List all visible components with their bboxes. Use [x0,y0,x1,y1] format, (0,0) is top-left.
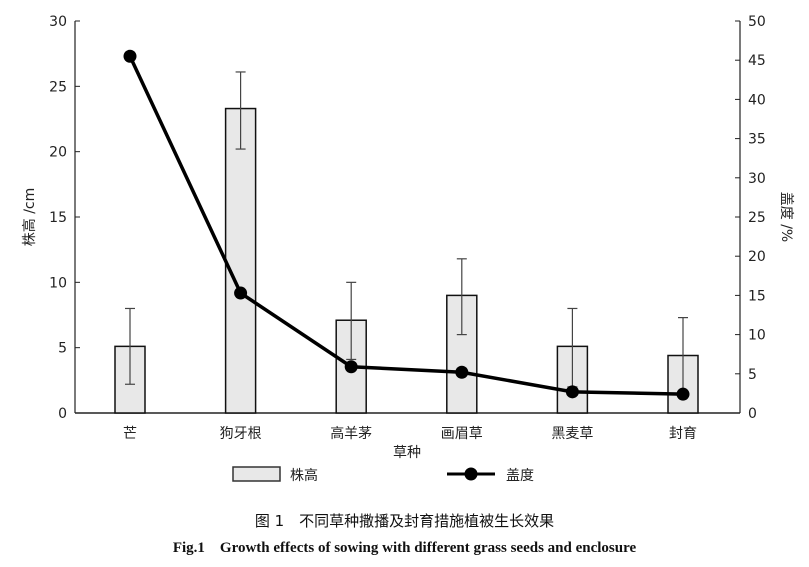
legend-line-marker [464,467,478,481]
y-right-tick-label: 45 [748,53,766,69]
x-tick-label: 封育 [669,426,697,442]
y-left-tick-label: 5 [58,341,67,357]
caption-chinese: 图 1 不同草种撒播及封育措施植被生长效果 [254,512,555,530]
y-right-tick-label: 15 [748,288,766,304]
y-left-tick-label: 25 [49,79,67,95]
y-right-tick-label: 35 [748,132,766,148]
y-right-tick-label: 30 [748,171,766,187]
line-point-高羊茅 [344,360,358,374]
x-tick-label: 芒 [123,426,137,442]
line-point-画眉草 [455,365,469,379]
y-right-tick-label: 10 [748,328,766,344]
y-right-tick-label: 5 [748,367,757,383]
legend-bar-swatch [232,466,281,482]
x-axis-label: 草种 [393,445,421,461]
y-left-tick-label: 10 [49,275,67,291]
line-point-封育 [676,387,690,401]
line-point-黑麦草 [565,385,579,399]
y-left-tick-label: 30 [49,14,67,30]
y-left-tick-label: 0 [58,406,67,422]
y-left-tick-label: 20 [49,145,67,161]
y-right-tick-label: 40 [748,92,766,108]
line-point-狗牙根 [234,286,248,300]
y-right-tick-label: 50 [748,14,766,30]
y-right-tick-label: 0 [748,406,757,422]
y-right-label: 盖度 /% [778,192,794,242]
y-right-tick-label: 20 [748,249,766,265]
x-tick-label: 画眉草 [441,426,483,442]
x-tick-label: 高羊茅 [330,425,372,442]
chart: 0 5 10 15 20 25 30 0 5 10 15 20 25 30 35 40 45 50 芒 狗牙根 高羊茅 画… [21,14,794,484]
bar-狗牙根 [224,107,257,414]
y-left-tick-label: 15 [49,210,67,226]
caption-english: Fig.1 Growth effects of sowing with diff… [172,540,637,556]
legend-line-label: 盖度 [506,468,534,484]
line-point-芒 [123,49,137,63]
x-tick-label: 狗牙根 [220,426,262,442]
legend-bar-label: 株高 [290,467,318,484]
x-tick-label: 黑麦草 [551,426,593,442]
y-left-label: 株高 /cm [21,188,38,247]
line-series [128,55,684,396]
y-right-tick-label: 25 [748,210,766,226]
